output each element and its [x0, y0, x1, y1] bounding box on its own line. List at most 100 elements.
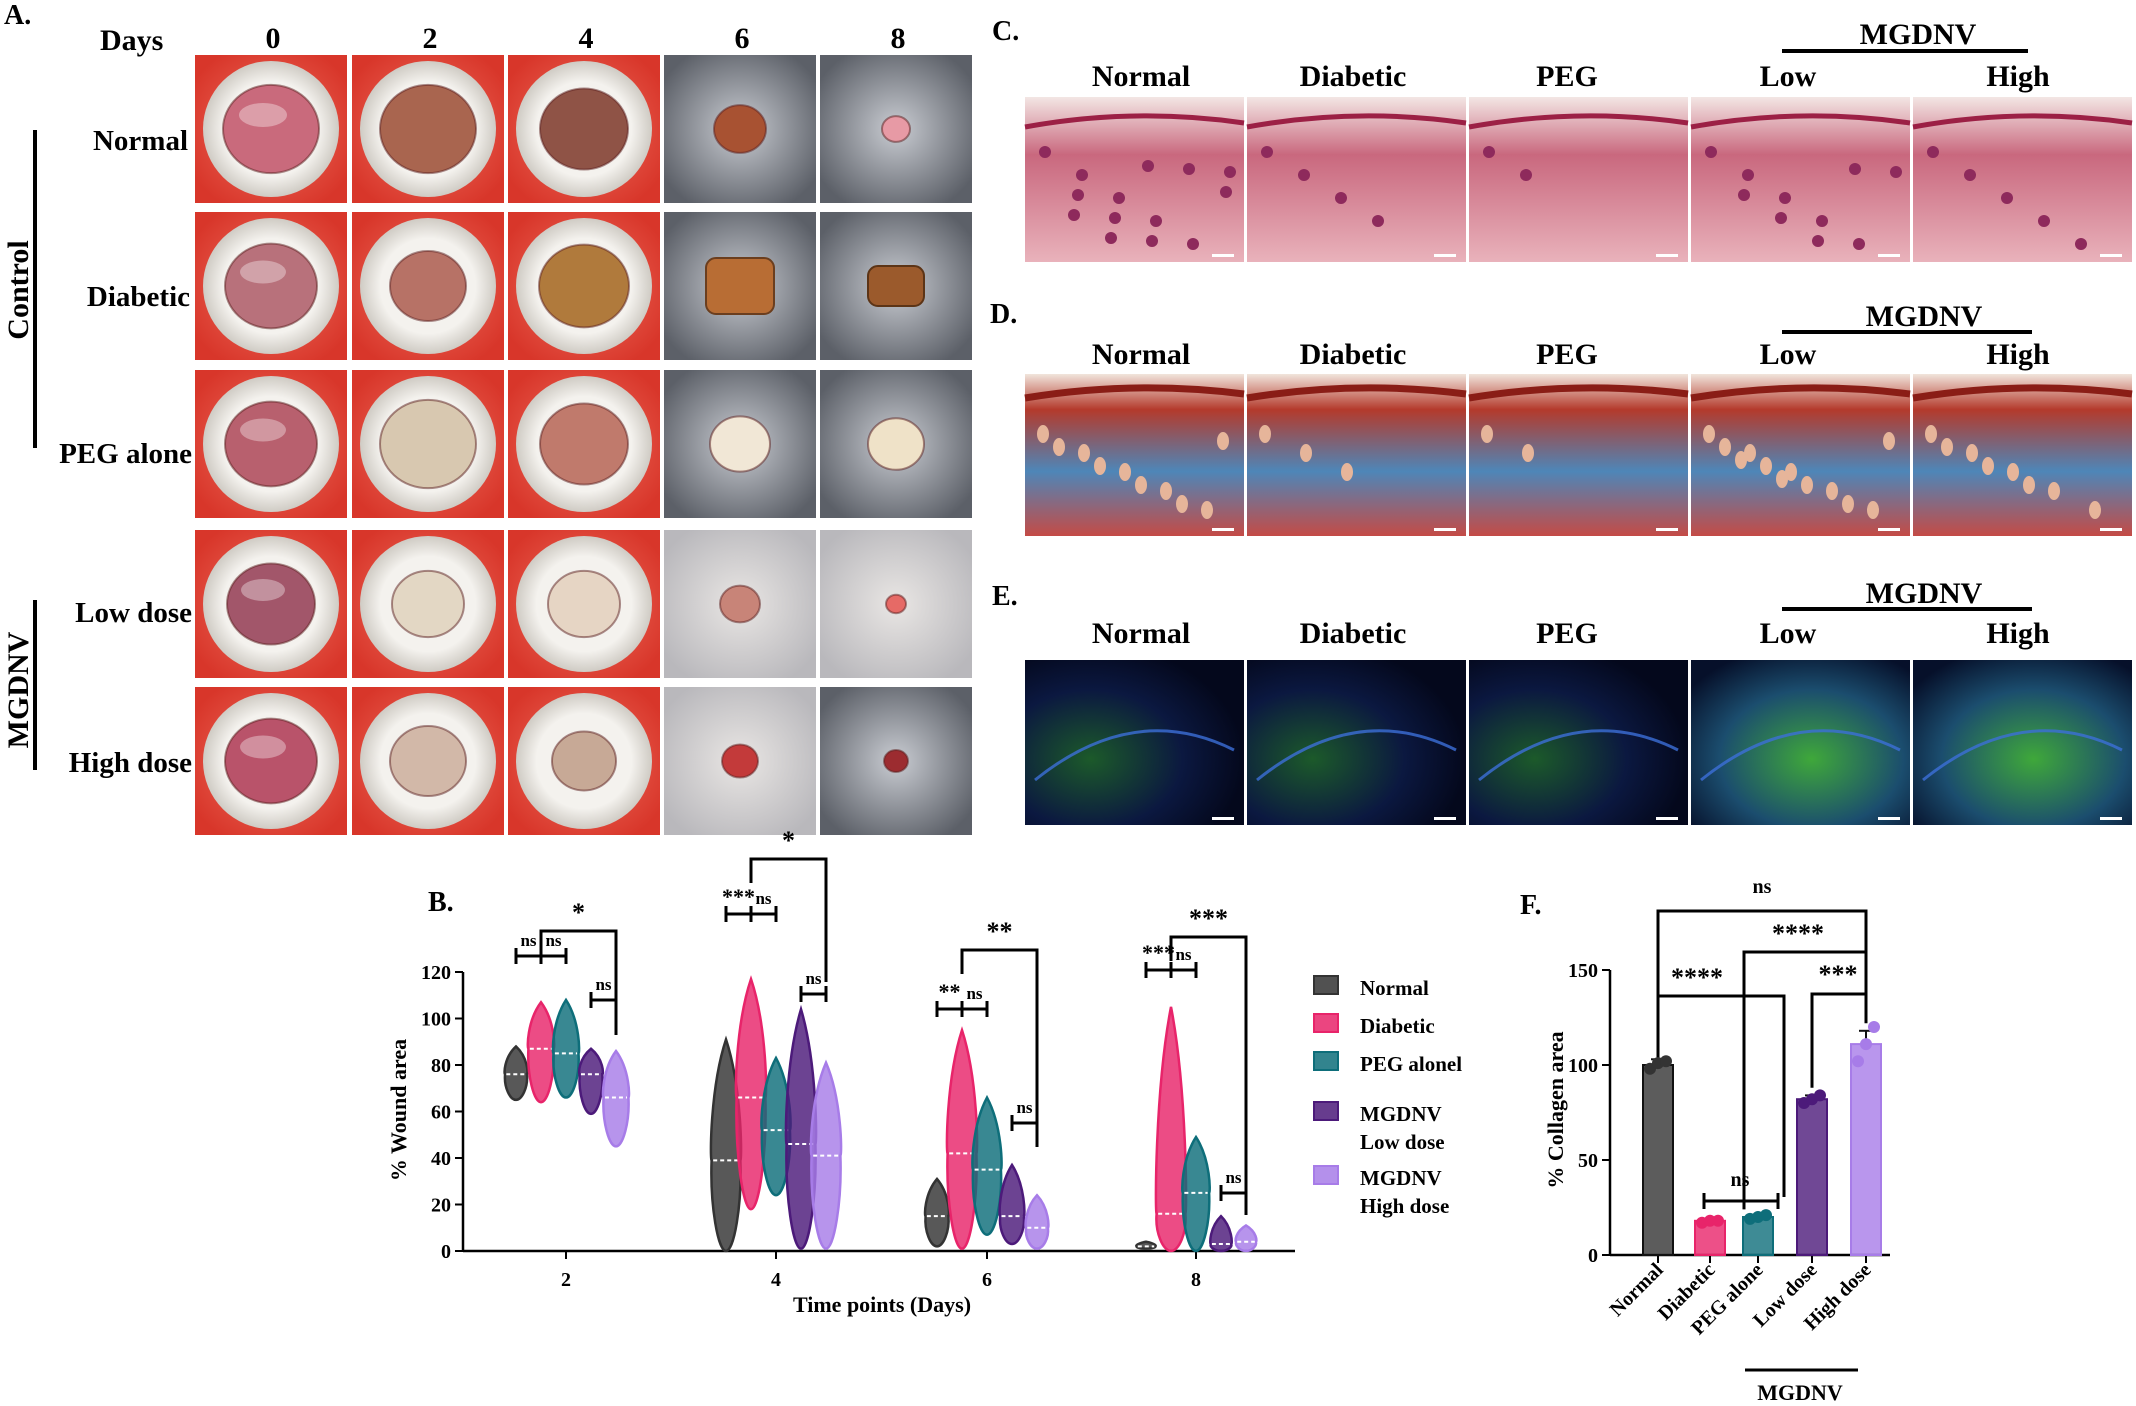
legend-swatch-4: [1313, 1165, 1339, 1185]
violin-normal-day-8: [1135, 1240, 1157, 1250]
hair-follicle: [2023, 476, 2035, 494]
sig-label-day-4: ***: [722, 884, 755, 909]
hair-follicle: [1259, 425, 1271, 443]
day-headers: 0 2 4 6 8: [266, 22, 906, 55]
data-point: [1760, 1209, 1772, 1222]
he-tissue: [1025, 97, 1244, 262]
epidermis: [1024, 113, 1245, 130]
dapi-boundary: [1700, 729, 1901, 782]
panel_d-col-high: High: [1986, 338, 2050, 371]
hair-follicle: [1812, 235, 1824, 247]
wound-bed: [224, 400, 318, 488]
hair-follicle: [1816, 215, 1828, 227]
wound-highlight: [241, 579, 285, 601]
data-point: [1868, 1021, 1880, 1033]
panel-e: E. MGDNV Normal Diabetic PEG Low High: [992, 577, 2132, 825]
wound-highlight: [239, 103, 287, 127]
panel-e-column-labels: Normal Diabetic PEG Low High: [1092, 617, 2050, 650]
x-tick-label-4: 4: [771, 1269, 781, 1291]
hair-follicle: [1105, 232, 1117, 244]
wound-bed: [719, 584, 761, 624]
wound-photo-low-dose-day-6: [664, 530, 816, 678]
panel-b-xlabel: Time points (Days): [793, 1292, 971, 1317]
panel-c: C. MGDNV Normal Diabetic PEG Low High: [992, 16, 2133, 262]
wound-photo-diabetic-day-4: [508, 212, 660, 360]
hair-follicle: [1801, 476, 1813, 494]
hair-follicle: [1776, 470, 1788, 488]
panel-b-violins: [503, 975, 1258, 1253]
wound-highlight: [240, 260, 286, 284]
scale-bar: [1212, 817, 1234, 820]
sig-bracket-label-day-6: **: [987, 917, 1013, 946]
epidermis: [1912, 113, 2133, 130]
he-tissue: [1247, 97, 1466, 262]
panel_e-image-high: [1913, 660, 2132, 825]
hair-follicle: [1927, 146, 1939, 158]
panel-f-bars: [1642, 1021, 1882, 1257]
legend-label-0-0: Normal: [1360, 976, 1429, 1000]
if-tissue: [1025, 660, 1244, 825]
panel_e-image-normal: [1025, 660, 1244, 825]
panel-f-label: F.: [1520, 890, 1542, 921]
panel_d-image-peg: [1468, 374, 1689, 536]
wound-bed: [379, 83, 477, 175]
hair-follicle: [1760, 457, 1772, 475]
panel_e-col-normal: Normal: [1092, 617, 1190, 650]
panel_d-col-peg: PEG: [1536, 338, 1598, 371]
day-header-4: 4: [579, 22, 594, 55]
epidermis: [1690, 384, 1911, 402]
wound-photo-normal-day-8: [820, 55, 972, 203]
hair-follicle: [1220, 186, 1232, 198]
hair-follicle: [1867, 501, 1879, 519]
violin-normal-day-2: [503, 1044, 529, 1102]
sig-bracket-normal-peg: [1656, 994, 1786, 1197]
hair-follicle: [1372, 215, 1384, 227]
hair-follicle: [1964, 169, 1976, 181]
hair-follicle: [1483, 146, 1495, 158]
panel-b-ylabel: % Wound area: [386, 1039, 411, 1181]
sig-bracket-label-day-2: *: [572, 898, 585, 927]
panel_c-col-low: Low: [1760, 60, 1817, 93]
control-group-label: Control: [2, 240, 35, 339]
x-tick-label-2: 2: [561, 1269, 571, 1291]
if-tissue: [1469, 660, 1688, 825]
sig-label-day-2: ns: [545, 931, 561, 950]
wound-photo-low-dose-day-4: [508, 530, 660, 678]
wound-photo-high-dose-day-6: [664, 687, 816, 835]
panel-d-label: D.: [990, 299, 1017, 330]
scale-bar: [1434, 528, 1456, 531]
data-point: [1712, 1214, 1724, 1227]
y-tick-label-150: 150: [1568, 960, 1598, 982]
row-labels: Normal Diabetic PEG alone Low dose High dose: [59, 125, 192, 779]
hair-follicle: [1703, 425, 1715, 443]
legend-label-2-0: PEG alonel: [1360, 1052, 1462, 1076]
wound-photo-peg-alone-day-8: [820, 370, 972, 518]
hair-follicle: [1072, 189, 1084, 201]
bar-high-dose: [1850, 1043, 1882, 1256]
wound-photo-diabetic-day-6: [664, 212, 816, 360]
if-tissue: [1247, 660, 1466, 825]
y-tick-label-50: 50: [1578, 1150, 1598, 1172]
panel-a: A. Days 0 2 4 6 8 Normal Diabetic PEG alone Low…: [2, 0, 972, 835]
violin-mgdnv-low-dose-day-8: [1209, 1214, 1233, 1253]
data-point: [1852, 1055, 1864, 1068]
hair-follicle: [1298, 169, 1310, 181]
y-tick-label-0: 0: [1588, 1245, 1598, 1267]
wound-photo-high-dose-day-4: [508, 687, 660, 835]
hair-follicle: [1076, 169, 1088, 181]
panel_e-col-peg: PEG: [1536, 617, 1598, 650]
scale-bar: [2100, 254, 2122, 257]
panel_e-image-low: [1691, 660, 1910, 825]
row-label-low-dose: Low dose: [75, 597, 192, 629]
wound-bed: [389, 725, 467, 797]
violin-peg-alonel-day-8: [1181, 1134, 1211, 1253]
violin-normal-day-6: [923, 1177, 951, 1248]
wound-bed: [705, 257, 775, 315]
panel-d-column-labels: Normal Diabetic PEG Low High: [1092, 338, 2050, 371]
wound-bed: [551, 730, 617, 792]
panel_c-col-normal: Normal: [1092, 60, 1190, 93]
hair-follicle: [1068, 209, 1080, 221]
days-header: Days: [100, 24, 163, 57]
